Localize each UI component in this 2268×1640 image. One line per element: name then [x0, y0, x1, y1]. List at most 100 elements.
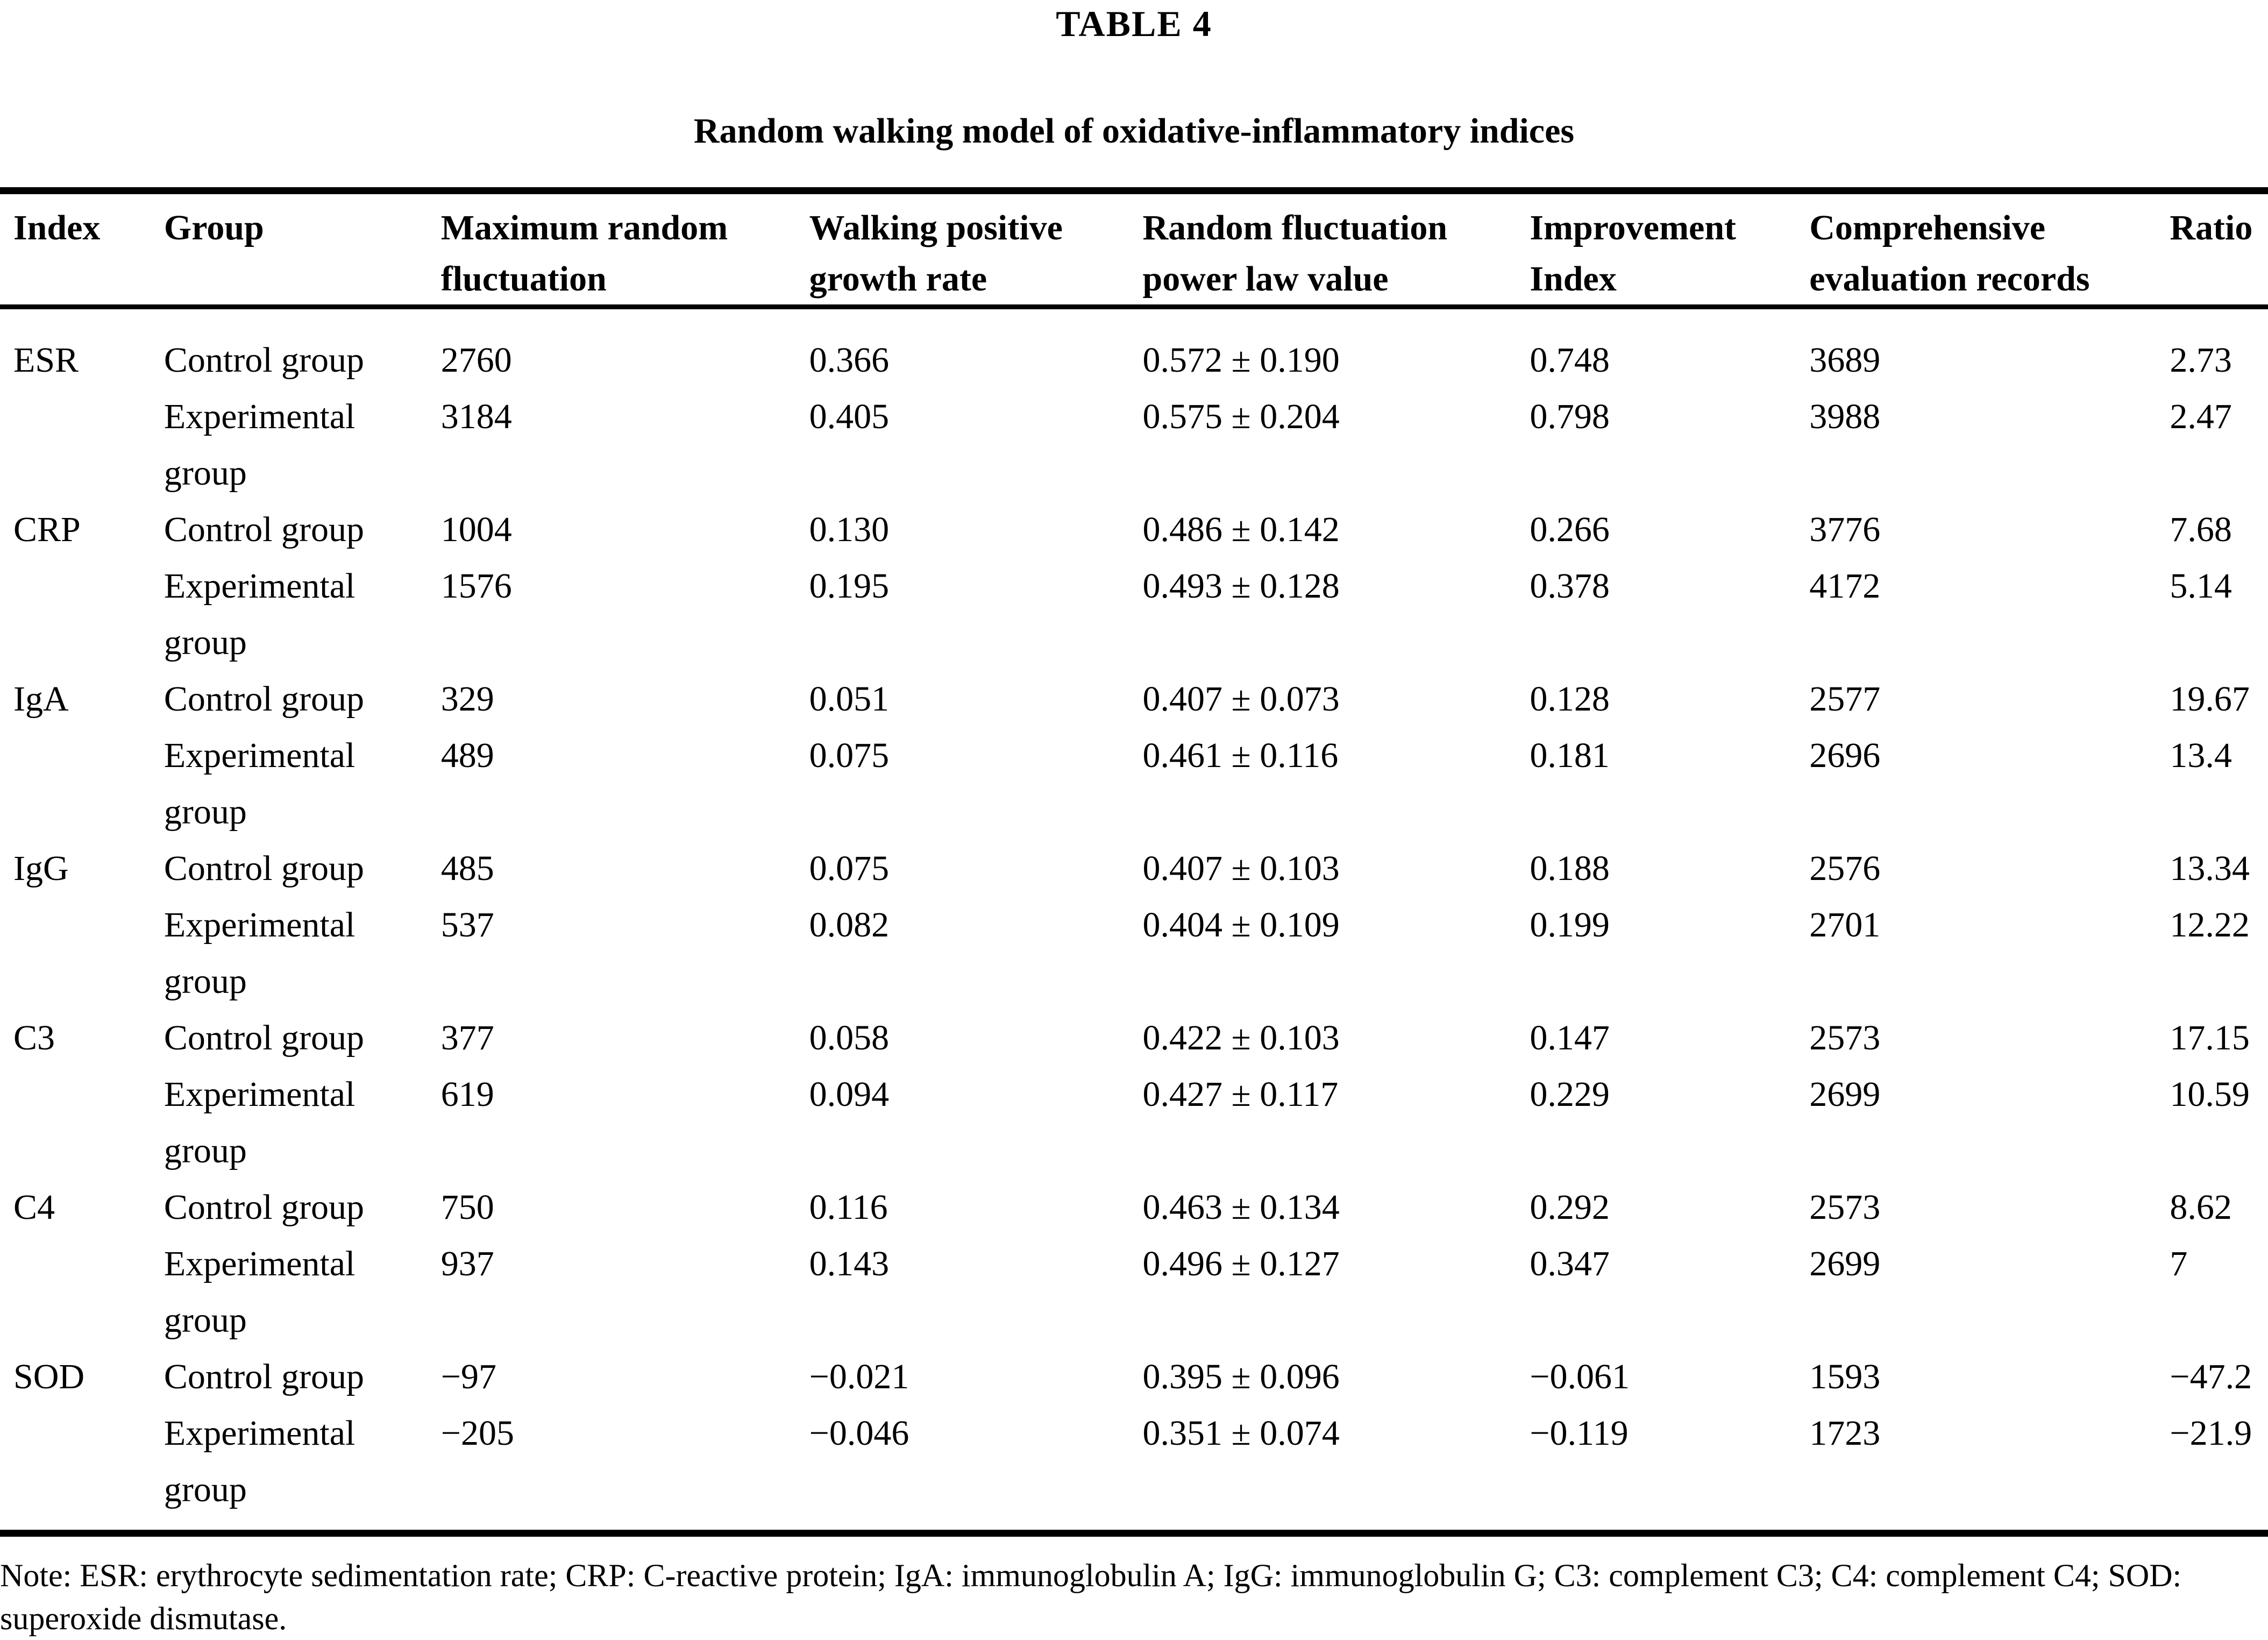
cell-ratio: −47.2: [2170, 1357, 2252, 1396]
table-row: Experimental group 489 0.075 0.461 ± 0.116 0…: [0, 727, 2268, 840]
table-row: Experimental group −205 −0.046 0.351 ± 0.07…: [0, 1405, 2268, 1533]
cell-ratio: 10.59: [2170, 1075, 2250, 1114]
cell-comprehensive-evaluation-records: 2696: [1809, 736, 1881, 775]
column-header-maximum-random-fluctuation: Maximum random fluctuation: [440, 208, 728, 299]
table-note: Note: ESR: erythrocyte sedimentation rat…: [0, 1558, 2182, 1636]
table-row: IgG Control group 485 0.075 0.407 ± 0.103 0.1…: [0, 840, 2268, 897]
cell-max-random-fluctuation: 937: [440, 1244, 494, 1283]
table-row: C4 Control group 750 0.116 0.463 ± 0.134 0.29…: [0, 1179, 2268, 1236]
cell-comprehensive-evaluation-records: 2699: [1809, 1244, 1881, 1283]
cell-index: [0, 727, 164, 840]
cell-random-fluctuation-power-law-value: 0.404 ± 0.109: [1142, 905, 1340, 945]
cell-improvement-index: 0.292: [1530, 1188, 1610, 1227]
cell-improvement-index: 0.147: [1530, 1018, 1610, 1057]
cell-walking-positive-growth-rate: 0.075: [809, 736, 890, 775]
cell-comprehensive-evaluation-records: 2573: [1809, 1188, 1881, 1227]
cell-random-fluctuation-power-law-value: 0.422 ± 0.103: [1142, 1018, 1340, 1057]
cell-walking-positive-growth-rate: 0.405: [809, 397, 890, 436]
cell-random-fluctuation-power-law-value: 0.575 ± 0.204: [1142, 397, 1340, 436]
table-row: C3 Control group 377 0.058 0.422 ± 0.103 0.14…: [0, 1010, 2268, 1066]
table-row: Experimental group 3184 0.405 0.575 ± 0.204…: [0, 388, 2268, 501]
cell-ratio: 2.73: [2170, 340, 2232, 380]
cell-group: Experimental group: [163, 566, 356, 662]
cell-random-fluctuation-power-law-value: 0.572 ± 0.190: [1142, 340, 1340, 380]
cell-improvement-index: 0.798: [1530, 397, 1610, 436]
cell-walking-positive-growth-rate: −0.021: [809, 1357, 909, 1396]
cell-ratio: 5.14: [2170, 566, 2232, 606]
cell-comprehensive-evaluation-records: 3988: [1809, 397, 1881, 436]
cell-ratio: 19.67: [2170, 679, 2250, 719]
cell-comprehensive-evaluation-records: 2577: [1809, 679, 1881, 719]
cell-comprehensive-evaluation-records: 4172: [1809, 566, 1881, 606]
cell-group: Control group: [163, 510, 365, 549]
cell-max-random-fluctuation: −97: [440, 1357, 496, 1396]
table-row: Experimental group 537 0.082 0.404 ± 0.109 0…: [0, 897, 2268, 1010]
cell-walking-positive-growth-rate: 0.051: [809, 679, 890, 719]
cell-random-fluctuation-power-law-value: 0.486 ± 0.142: [1142, 510, 1340, 549]
cell-comprehensive-evaluation-records: 3776: [1809, 510, 1881, 549]
cell-improvement-index: 0.378: [1530, 566, 1610, 606]
cell-improvement-index: −0.119: [1530, 1414, 1629, 1453]
cell-improvement-index: 0.188: [1530, 849, 1610, 888]
cell-group: Experimental group: [163, 1244, 356, 1340]
table-body: ESR Control group 2760 0.366 0.572 ± 0.190 0.…: [0, 307, 2268, 1533]
column-header-walking-positive-growth-rate: Walking positive growth rate: [809, 208, 1063, 299]
cell-walking-positive-growth-rate: 0.082: [809, 905, 890, 945]
cell-group: Experimental group: [163, 1075, 356, 1170]
data-table: Index Group Maximum random fluctuation W…: [0, 187, 2268, 1537]
cell-ratio: 17.15: [2170, 1018, 2250, 1057]
cell-index: [0, 1236, 164, 1348]
cell-ratio: 2.47: [2170, 397, 2232, 436]
cell-index: IgG: [13, 849, 69, 888]
cell-comprehensive-evaluation-records: 3689: [1809, 340, 1881, 380]
cell-index: ESR: [13, 340, 79, 380]
cell-max-random-fluctuation: 1576: [440, 566, 512, 606]
table-row: CRP Control group 1004 0.130 0.486 ± 0.142 0.…: [0, 501, 2268, 558]
cell-improvement-index: 0.229: [1530, 1075, 1610, 1114]
cell-index: [0, 897, 164, 1010]
table-row: SOD Control group −97 −0.021 0.395 ± 0.096 −0…: [0, 1348, 2268, 1405]
cell-max-random-fluctuation: 377: [440, 1018, 494, 1057]
cell-max-random-fluctuation: −205: [440, 1414, 514, 1453]
cell-group: Experimental group: [163, 736, 356, 832]
cell-max-random-fluctuation: 2760: [440, 340, 512, 380]
cell-comprehensive-evaluation-records: 2699: [1809, 1075, 1881, 1114]
column-header-ratio: Ratio: [2170, 208, 2253, 247]
cell-group: Experimental group: [163, 905, 356, 1001]
cell-group: Control group: [163, 679, 365, 719]
table-header: Index Group Maximum random fluctuation W…: [0, 191, 2268, 307]
header-row: Index Group Maximum random fluctuation W…: [0, 191, 2268, 307]
cell-index: C3: [13, 1018, 55, 1057]
cell-random-fluctuation-power-law-value: 0.351 ± 0.074: [1142, 1414, 1340, 1453]
cell-max-random-fluctuation: 619: [440, 1075, 494, 1114]
cell-improvement-index: 0.266: [1530, 510, 1610, 549]
cell-index: IgA: [13, 679, 69, 719]
cell-max-random-fluctuation: 489: [440, 736, 494, 775]
cell-walking-positive-growth-rate: 0.075: [809, 849, 890, 888]
column-header-group: Group: [163, 208, 264, 247]
cell-index: [0, 1405, 164, 1533]
cell-max-random-fluctuation: 485: [440, 849, 494, 888]
column-header-improvement-index: Improvement Index: [1530, 208, 1737, 299]
cell-random-fluctuation-power-law-value: 0.461 ± 0.116: [1142, 736, 1339, 775]
column-header-comprehensive-evaluation-records: Comprehensive evaluation records: [1809, 208, 2090, 299]
column-header-random-fluctuation-power-law-value: Random fluctuation power law value: [1142, 208, 1448, 299]
cell-group: Control group: [163, 1357, 365, 1396]
cell-improvement-index: 0.199: [1530, 905, 1610, 945]
cell-improvement-index: 0.748: [1530, 340, 1610, 380]
cell-ratio: 13.34: [2170, 849, 2250, 888]
cell-random-fluctuation-power-law-value: 0.407 ± 0.073: [1142, 679, 1340, 719]
cell-improvement-index: −0.061: [1530, 1357, 1630, 1396]
table-row: Experimental group 1576 0.195 0.493 ± 0.128…: [0, 558, 2268, 671]
cell-group: Control group: [163, 1188, 365, 1227]
cell-comprehensive-evaluation-records: 1593: [1809, 1357, 1881, 1396]
cell-max-random-fluctuation: 1004: [440, 510, 512, 549]
cell-walking-positive-growth-rate: 0.094: [809, 1075, 890, 1114]
cell-comprehensive-evaluation-records: 2573: [1809, 1018, 1881, 1057]
cell-ratio: 13.4: [2170, 736, 2232, 775]
cell-max-random-fluctuation: 537: [440, 905, 494, 945]
cell-ratio: 12.22: [2170, 905, 2250, 945]
cell-improvement-index: 0.181: [1530, 736, 1610, 775]
table-row: Experimental group 937 0.143 0.496 ± 0.127 0…: [0, 1236, 2268, 1348]
